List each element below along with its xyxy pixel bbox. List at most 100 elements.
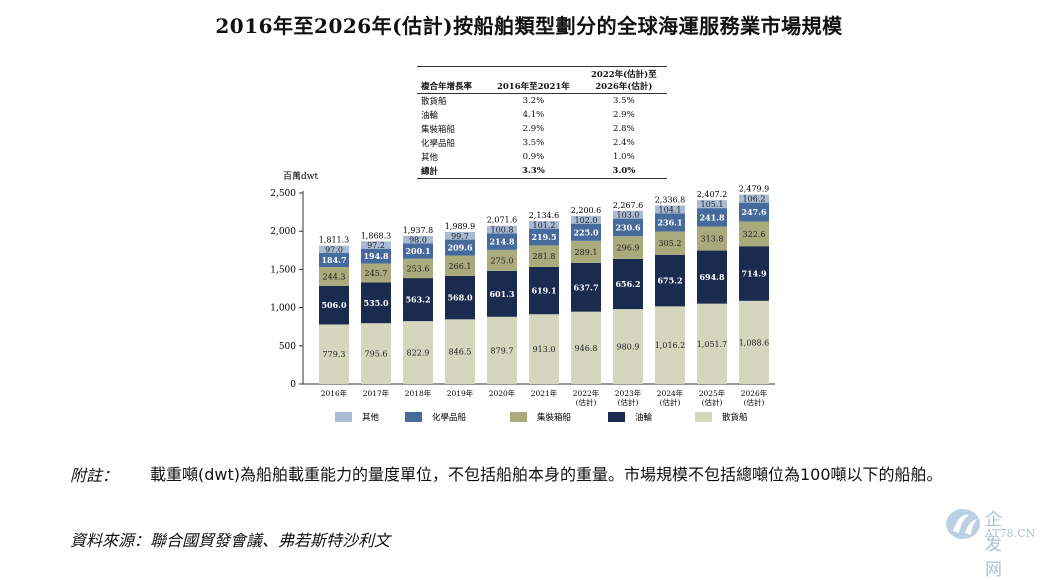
data-label: 846.5 [449,348,472,357]
data-label: 281.8 [533,252,556,261]
legend-swatch [608,412,625,422]
y-tick-label: 2,000 [270,227,296,237]
data-label: 506.0 [321,300,346,310]
y-axis-label: 百萬dwt [283,170,318,182]
data-label: 230.6 [615,222,640,232]
bar-segment [403,243,433,259]
data-label: 275.0 [491,256,514,265]
bar-segment [403,321,433,384]
bar-segment [571,311,601,384]
cagr-cell: 0.9% [522,152,545,162]
data-label: 980.9 [617,343,640,352]
bar-segment [697,208,727,227]
bar-segment [487,225,517,234]
total-label: 1,937.8 [403,226,434,235]
bar-segment [529,220,559,229]
x-tick-label: 2018年 [405,388,432,398]
bar-segment [529,266,559,315]
bar-segment [361,282,391,324]
data-label: 98.0 [409,236,427,245]
bar-segment [445,275,475,320]
x-tick-label: 2017年 [363,388,390,398]
data-label: 184.7 [321,255,346,265]
data-label: 322.6 [743,230,766,239]
bar-segment [655,254,685,307]
bar-segment [697,200,727,209]
cagr-cell: 4.1% [522,110,545,120]
data-label: 97.2 [367,241,385,250]
bar-segment [319,253,349,268]
cagr-cell: 3.2% [522,96,545,106]
bar-segment [487,316,517,384]
legend-label: 其他 [362,412,380,423]
footnote-label: 附註： [70,466,119,485]
bar-segment [361,263,391,283]
data-label: 656.2 [615,279,640,289]
watermark-cn: 企发网 [985,510,1002,580]
bar-segment [739,246,769,301]
data-label: 289.1 [575,248,598,257]
cagr-header: 複合年增長率 [417,66,487,94]
data-label: 946.8 [575,344,598,353]
y-tick-label: 0 [290,380,296,390]
data-label: 97.0 [325,245,343,254]
y-tick-label: 2,500 [270,189,296,199]
data-label: 822.9 [407,349,430,358]
bar-segment [487,270,517,317]
data-label: 244.3 [323,272,346,281]
cagr-cell: 2.9% [613,110,635,120]
data-label: 779.3 [323,350,346,359]
legend-swatch [510,412,527,422]
bar-segment [697,303,727,384]
x-tick-label: 2025年 [699,388,726,398]
x-tick-label: (估計) [702,397,723,407]
data-label: 253.6 [407,264,430,273]
bar-segment [739,194,769,203]
data-label: 305.2 [659,239,682,248]
cagr-cell: 3.5% [522,138,545,148]
bar-segment [571,215,601,224]
bar-segment [487,233,517,250]
bar-segment [529,228,559,246]
cagr-cell: 化學品船 [421,139,456,149]
bar-segment [571,240,601,263]
total-label: 2,071.6 [487,216,518,225]
bar-segment [361,248,391,264]
data-label: 102.0 [575,216,598,225]
legend-label: 油輪 [635,412,653,423]
data-label: 795.6 [365,350,388,359]
cagr-cell: 集裝箱船 [421,125,456,135]
total-label: 2,336.8 [655,195,686,204]
data-label: 245.7 [365,269,388,278]
x-tick-label: 2026年 [741,388,768,398]
data-label: 236.1 [657,217,682,227]
data-label: 219.5 [531,232,556,242]
cagr-cell: 3.5% [613,96,635,106]
cagr-cell: 總計 [421,167,439,177]
cagr-cell: 3.0% [612,166,636,176]
stacked-bar-chart: 百萬dwt 0 500 1,000 1,500 2,000 2,500 779.3 506.0 2… [270,170,775,423]
x-tick-label: (估計) [660,397,681,407]
x-tick-label: 2016年 [321,388,348,398]
bar-segment [445,231,475,240]
cagr-cell: 1.0% [613,152,635,162]
bar-segment [655,231,685,255]
total-label: 1,811.3 [319,236,350,245]
cagr-cell: 散貨船 [421,97,447,107]
data-label: 296.9 [617,244,640,253]
total-label: 1,868.3 [361,231,392,240]
data-label: 913.0 [533,345,556,354]
data-label: 694.8 [699,272,724,282]
cagr-row: 油輪 4.1% 2.9% [417,108,667,122]
cagr-header: 2022年(估計)至 2026年(估計) [580,66,667,94]
data-label: 225.0 [573,227,598,237]
data-label: 1,088.6 [739,338,770,347]
bar-segment [739,202,769,222]
bar-segment [571,223,601,241]
cagr-table: 複合年增長率 2016年至2021年 2022年(估計)至 2026年(估計) … [417,66,667,179]
cagr-row: 散貨船 3.2% 3.5% [417,94,667,109]
data-label: 619.1 [531,286,556,296]
cagr-row: 集裝箱船 2.9% 2.8% [417,122,667,136]
x-tick-label: (估計) [576,397,597,407]
x-tick-label: 2022年 [573,388,600,398]
